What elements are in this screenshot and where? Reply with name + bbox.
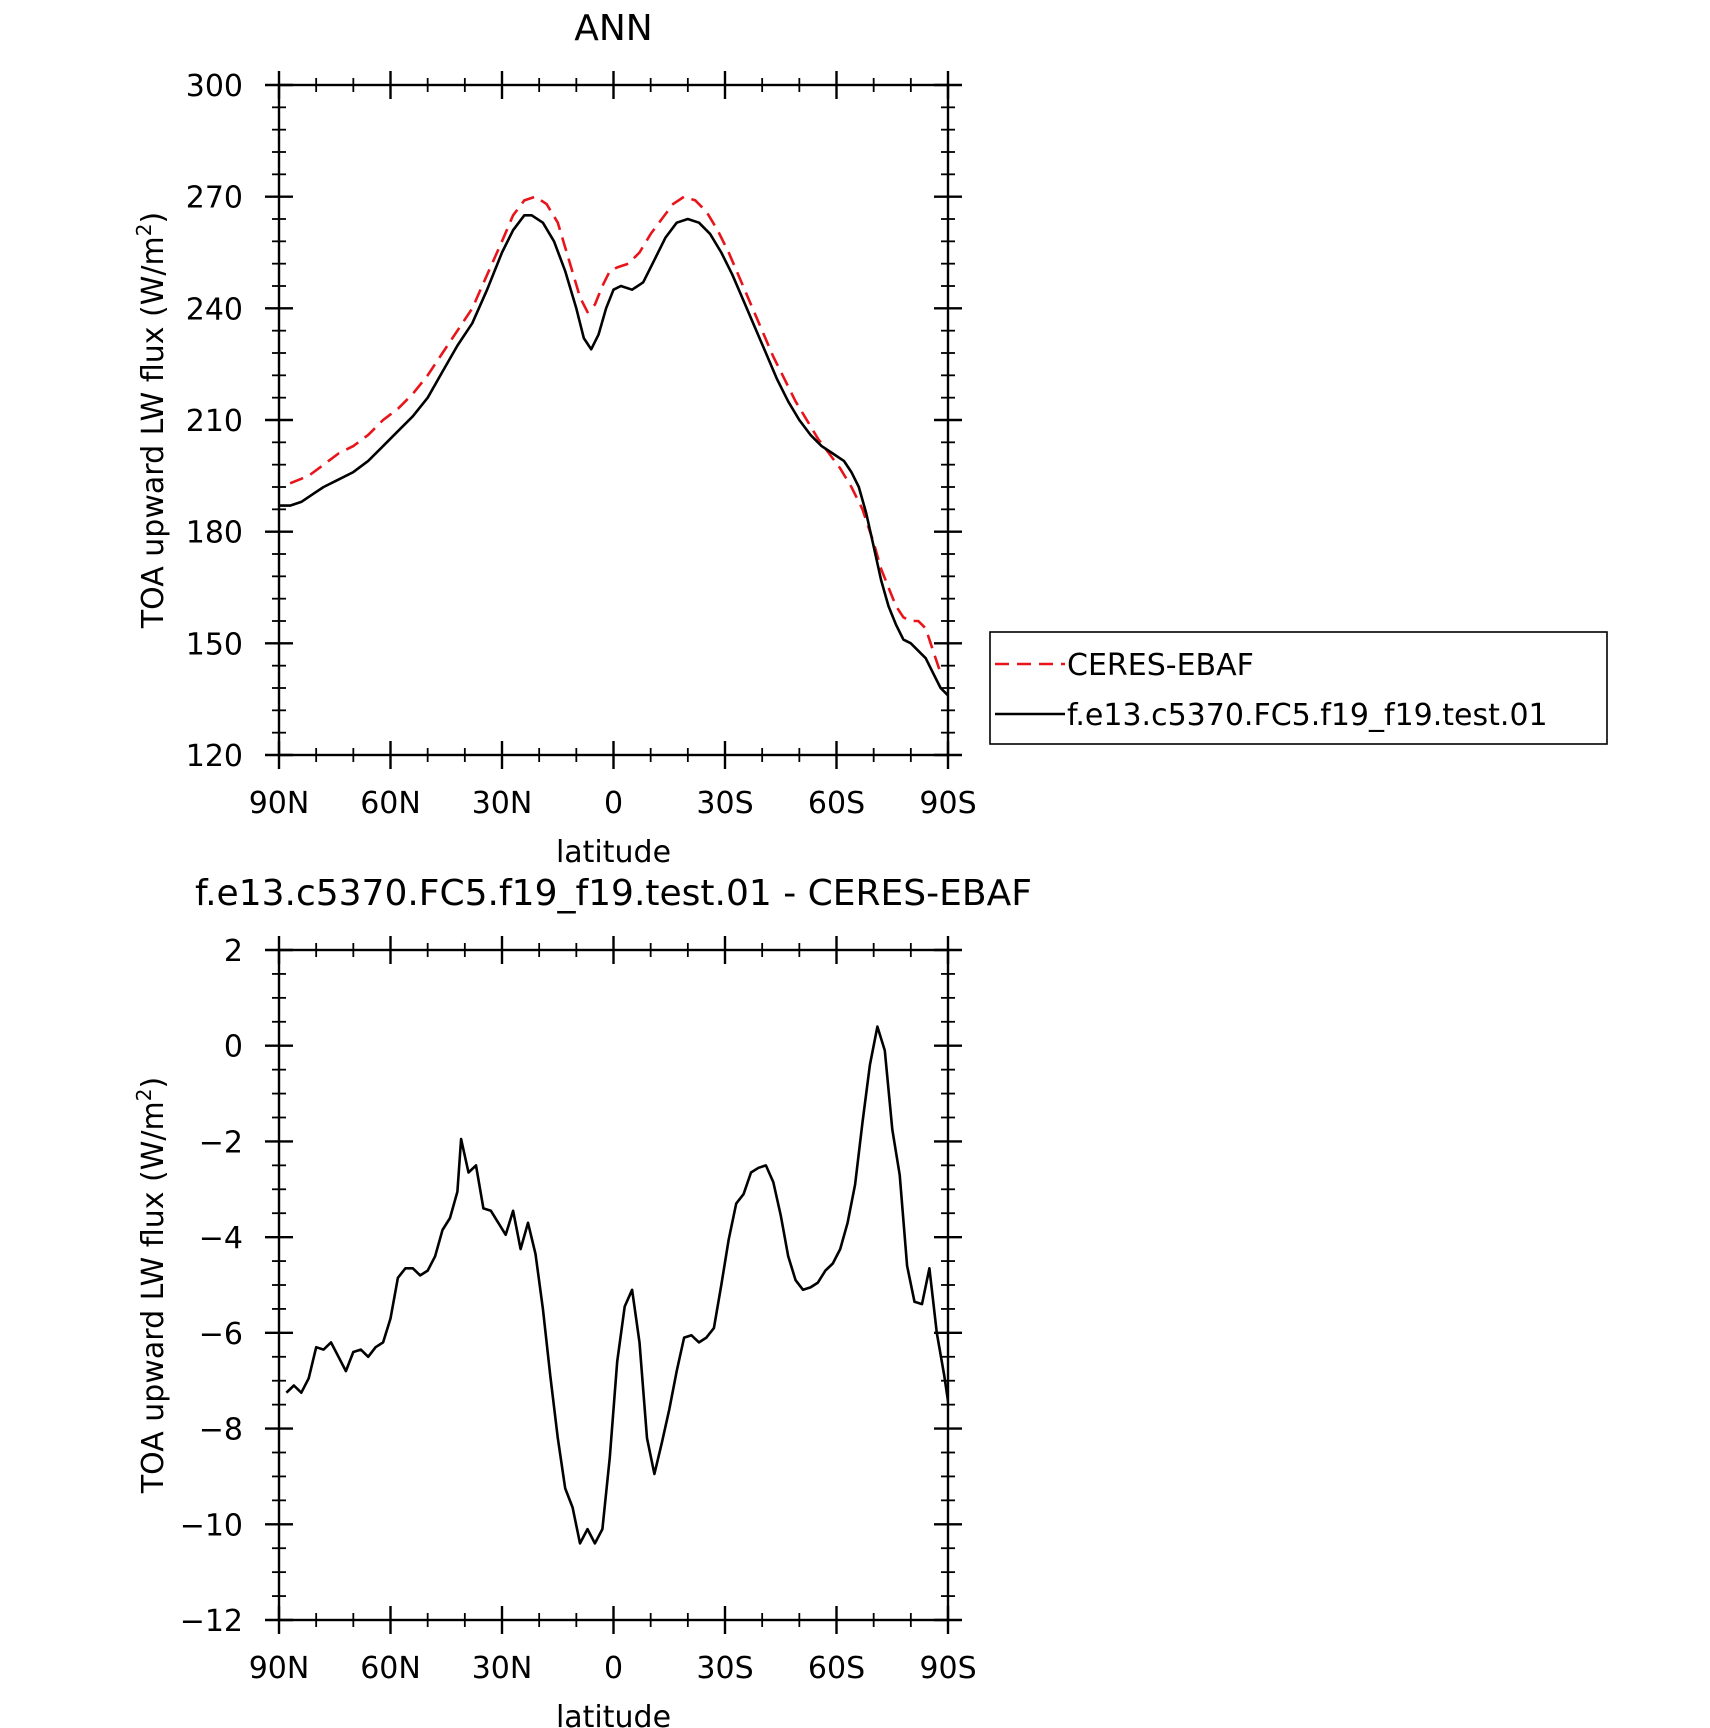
y-axis-label-end: ) xyxy=(136,1077,171,1089)
x-tick-label: 30S xyxy=(696,1651,753,1686)
y-tick-label: 300 xyxy=(186,69,243,104)
bottom-panel: −12 −10 −8 −6 −4 −2 0 2 90N 60N 30N 0 30S 60S 90S f.e13… xyxy=(132,873,1032,1728)
x-tick-label: 60N xyxy=(360,1651,421,1686)
y-axis-label: TOA upward LW flux (W/m2) xyxy=(132,1077,171,1494)
x-tick-label: 90S xyxy=(919,786,976,821)
y-tick-label: 210 xyxy=(186,404,243,439)
y-tick-label: −8 xyxy=(199,1413,243,1448)
y-tick-label: 0 xyxy=(224,1030,243,1065)
y-tick-label: −6 xyxy=(199,1317,243,1352)
x-tick-label: 90N xyxy=(249,786,310,821)
y-tick-label: 120 xyxy=(186,739,243,774)
legend-label-1: f.e13.c5370.FC5.f19_f19.test.01 xyxy=(1067,698,1548,733)
legend: CERES-EBAF f.e13.c5370.FC5.f19_f19.test.0… xyxy=(989,631,1608,745)
series-line-0 xyxy=(285,1025,948,1545)
y-tick-label: 2 xyxy=(224,934,243,969)
x-axis-label: latitude xyxy=(556,835,671,870)
legend-box xyxy=(989,631,1608,745)
x-tick-label: 30S xyxy=(696,786,753,821)
y-tick-label: 240 xyxy=(186,292,243,327)
x-tick-label: 90S xyxy=(919,1651,976,1686)
x-tick-label: 60N xyxy=(360,786,421,821)
plot-frame xyxy=(277,83,950,757)
x-tick-label: 60S xyxy=(808,1651,865,1686)
x-tick-label: 90N xyxy=(249,1651,310,1686)
series-line-0 xyxy=(289,195,942,674)
y-tick-label: 150 xyxy=(186,627,243,662)
y-tick-label: −4 xyxy=(199,1221,243,1256)
y-tick-label: 270 xyxy=(186,181,243,216)
y-axis-label-main: TOA upward LW flux (W/m xyxy=(136,236,171,629)
chart-title: f.e13.c5370.FC5.f19_f19.test.01 - CERES-… xyxy=(195,873,1032,914)
y-tick-label: −2 xyxy=(199,1125,243,1160)
y-axis-label-sup: 2 xyxy=(132,224,156,237)
chart-title: ANN xyxy=(574,8,653,49)
y-axis-label-main: TOA upward LW flux (W/m xyxy=(136,1101,171,1494)
y-tick-label: 180 xyxy=(186,516,243,551)
plot-frame xyxy=(277,948,950,1622)
x-tick-label: 60S xyxy=(808,786,865,821)
x-tick-label: 30N xyxy=(472,1651,533,1686)
x-tick-label: 0 xyxy=(604,1651,623,1686)
x-tick-label: 30N xyxy=(472,786,533,821)
y-tick-label: −12 xyxy=(180,1604,243,1639)
x-tick-label: 0 xyxy=(604,786,623,821)
y-tick-label: −10 xyxy=(180,1508,243,1543)
series-line-1 xyxy=(279,214,948,697)
y-axis-label-sup: 2 xyxy=(132,1089,156,1102)
y-axis-label-end: ) xyxy=(136,212,171,224)
y-axis-label: TOA upward LW flux (W/m2) xyxy=(132,212,171,629)
x-axis-label: latitude xyxy=(556,1700,671,1728)
legend-label-0: CERES-EBAF xyxy=(1067,648,1254,683)
top-panel: 120 150 180 210 240 270 300 90N 60N 30N 0 30S 60S 90S… xyxy=(132,8,977,870)
